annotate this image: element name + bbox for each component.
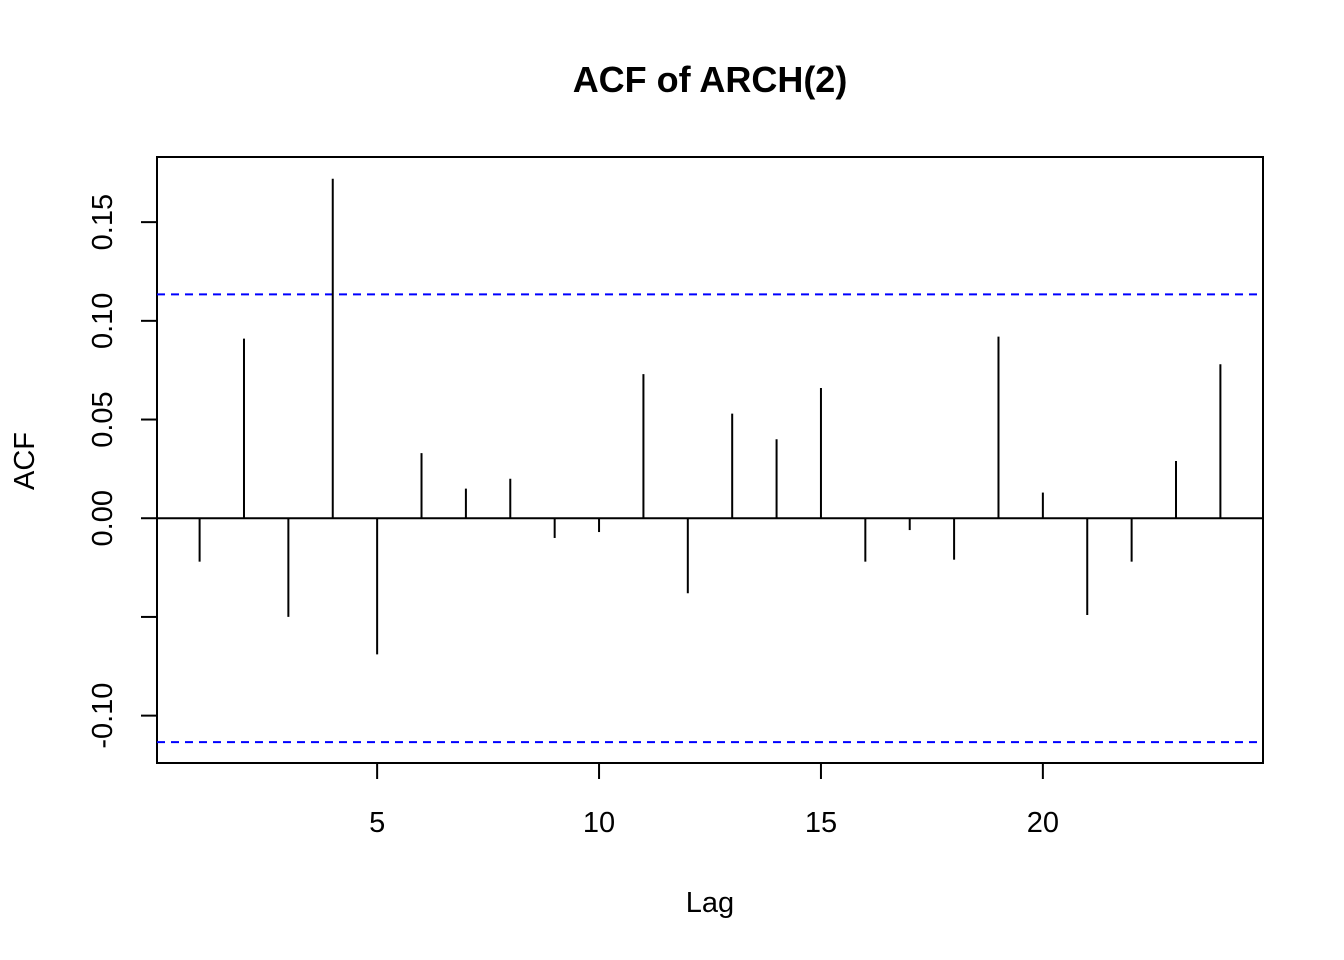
x-tick-label: 5 — [369, 807, 385, 839]
x-tick-label: 10 — [583, 807, 615, 839]
x-axis-label: Lag — [686, 887, 734, 919]
x-tick-label: 20 — [1027, 807, 1059, 839]
y-tick-label: 0.00 — [87, 490, 119, 546]
plot-frame — [156, 156, 1264, 764]
y-tick-label: 0.10 — [87, 293, 119, 349]
y-tick-label: 0.05 — [87, 391, 119, 447]
y-axis-label: ACF — [9, 432, 41, 490]
chart-title: ACF of ARCH(2) — [573, 59, 848, 100]
x-tick-label: 15 — [805, 807, 837, 839]
plot-area: 5 10 15 20 -0.10 0.00 0.05 0.10 0.15 — [87, 156, 1264, 839]
y-tick-label: 0.15 — [87, 194, 119, 250]
y-tick-label: -0.10 — [87, 683, 119, 749]
